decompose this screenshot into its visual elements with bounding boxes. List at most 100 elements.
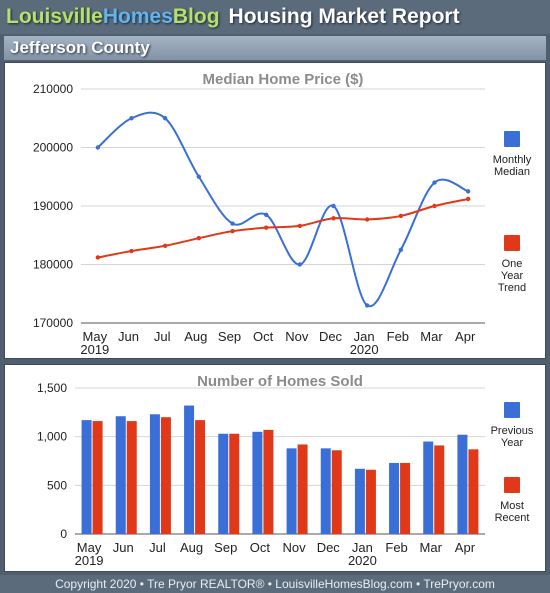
legend-label: Most (500, 500, 524, 512)
chart-title: Median Home Price ($) (203, 71, 364, 88)
bar (126, 421, 137, 534)
legend-label: Previous (491, 425, 534, 437)
legend-label: One (502, 258, 523, 270)
y-tick-label: 210000 (33, 82, 73, 96)
data-point (95, 145, 101, 150)
data-point (331, 203, 336, 209)
bar (365, 469, 376, 534)
bar (92, 421, 103, 534)
bar (149, 414, 160, 534)
data-point (364, 303, 370, 308)
x-tick-label: Nov (283, 540, 307, 555)
brand-part3: Blog (172, 5, 220, 28)
year-label: 2019 (75, 553, 104, 568)
x-tick-label: Feb (385, 540, 407, 555)
x-tick-label: Sep (218, 329, 241, 344)
bar (184, 405, 195, 534)
y-tick-label: 1,000 (37, 430, 67, 444)
report-title: Housing Market Report (228, 5, 460, 28)
legend-swatch (504, 131, 520, 147)
legend-swatch (504, 235, 520, 251)
x-tick-label: May (77, 540, 102, 555)
y-tick-label: 200000 (33, 141, 73, 155)
year-label: 2020 (350, 342, 379, 357)
bar (434, 445, 445, 534)
x-tick-label: Mar (420, 329, 443, 344)
report-header: LouisvilleHomesBlog Housing Market Repor… (0, 0, 550, 34)
data-point (465, 196, 471, 202)
x-tick-label: May (83, 329, 108, 344)
brand-part2: Homes (102, 5, 173, 28)
bar (423, 441, 434, 534)
sales-chart-panel: Number of Homes Sold 0 500 1,000 1,500 May 201… (4, 364, 546, 572)
y-tick-label: 500 (47, 478, 67, 492)
y-tick-label: 170000 (33, 316, 73, 330)
footer-text: Copyright 2020 • Tre Pryor REALTOR® • Lo… (55, 577, 495, 591)
data-point (263, 212, 269, 217)
legend-label: Year (501, 270, 524, 282)
x-tick-label: Mar (420, 540, 443, 555)
legend-label: Median (494, 166, 530, 178)
y-tick-label: 180000 (33, 258, 73, 272)
x-tick-label: Dec (317, 540, 341, 555)
homes-sold-chart: Number of Homes Sold 0 500 1,000 1,500 May201… (37, 373, 534, 568)
data-point (129, 248, 134, 254)
data-point (263, 225, 269, 230)
bar (457, 434, 468, 534)
bar (160, 417, 171, 534)
data-point (465, 189, 471, 194)
bar (115, 416, 126, 534)
data-point (162, 116, 168, 121)
data-point (196, 174, 202, 179)
series-line (97, 198, 469, 259)
legend-label: Trend (498, 282, 526, 294)
x-tick-label: Jun (113, 540, 134, 555)
data-point (230, 221, 235, 226)
x-tick-label: Dec (319, 329, 343, 344)
y-tick-label: 1,500 (37, 381, 67, 395)
legend-swatch (504, 402, 520, 418)
median-price-chart: Median Home Price ($) 170000 180000 190000 2… (33, 71, 532, 357)
bar (286, 448, 297, 534)
series-line (97, 111, 469, 308)
x-tick-label: Nov (285, 329, 309, 344)
y-tick-label: 190000 (33, 199, 73, 213)
bar (297, 444, 308, 534)
legend-label: Monthly (493, 154, 532, 166)
x-tick-label: Jun (118, 329, 139, 344)
legend-label: Recent (495, 512, 530, 524)
bar (81, 420, 92, 534)
brand-logo: LouisvilleHomesBlog (6, 5, 220, 29)
legend-label: Year (501, 437, 524, 449)
x-tick-label: Apr (455, 329, 476, 344)
x-tick-label: Jul (149, 540, 166, 555)
y-tick-label: 0 (60, 527, 67, 541)
price-chart-panel: Median Home Price ($) 170000 180000 190000 2… (4, 62, 546, 359)
region-title: Jefferson County (10, 38, 150, 57)
data-point (230, 228, 235, 234)
x-tick-label: Apr (455, 540, 476, 555)
bar (468, 449, 479, 534)
year-label: 2020 (348, 553, 377, 568)
data-point (297, 262, 303, 267)
bar (229, 433, 240, 534)
data-point (398, 213, 404, 219)
bar (252, 431, 263, 534)
bar (331, 450, 342, 534)
region-banner: Jefferson County (4, 36, 546, 60)
legend-swatch (504, 477, 520, 493)
bar (389, 462, 400, 534)
chart-title: Number of Homes Sold (197, 373, 363, 390)
data-point (398, 247, 404, 253)
data-point (432, 180, 437, 185)
bar (354, 468, 365, 534)
data-point (432, 203, 437, 209)
bar (320, 448, 331, 534)
bar (263, 429, 274, 534)
data-point (95, 255, 101, 260)
data-point (129, 116, 134, 121)
x-tick-label: Oct (253, 329, 274, 344)
brand-part1: Louisville (6, 5, 103, 28)
data-point (196, 235, 202, 241)
x-tick-label: Jan (354, 329, 375, 344)
